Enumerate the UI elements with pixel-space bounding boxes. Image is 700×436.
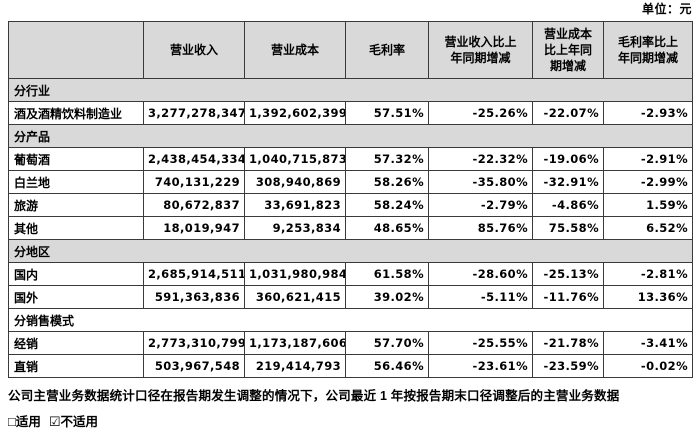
not-applicable-label: 不适用	[60, 415, 99, 429]
header-cost-yoy: 营业成本 比上年同 期增减	[532, 21, 604, 79]
row-tourism: 旅游 80,672,837 33,691,823 58.24% -2.79% -…	[8, 193, 693, 217]
header-cost: 营业成本	[244, 21, 346, 79]
applicable-option: □适用	[8, 414, 41, 429]
cost-yoy-cell: -32.91%	[532, 170, 604, 194]
row-other: 其他 18,019,947 9,253,834 48.65% 85.76% 75…	[8, 216, 693, 240]
margin-yoy-cell: 6.52%	[603, 216, 693, 240]
revenue-cell: 591,363,836	[143, 285, 245, 309]
margin-yoy-cell: -0.02%	[603, 354, 693, 378]
header-revenue-yoy: 营业收入比上 年同期增减	[428, 21, 533, 79]
cost-cell: 1,040,715,873	[244, 147, 346, 171]
revenue-yoy-cell: -25.26%	[428, 101, 533, 125]
header-blank-cell	[8, 21, 144, 79]
cost-cell: 1,173,187,606	[244, 331, 346, 355]
checked-checkbox-icon: ☑	[48, 414, 61, 429]
applicability-row: □适用 ☑不适用	[8, 414, 692, 430]
adjustment-note: 公司主营业务数据统计口径在报告期发生调整的情况下，公司最近 1 年按报告期末口径…	[8, 389, 620, 403]
section-row-by-region: 分地区	[8, 239, 693, 263]
applicable-label: 适用	[15, 415, 41, 429]
unit-label: 单位：元	[641, 2, 692, 16]
section-label: 分产品	[8, 124, 693, 148]
revenue-yoy-cell: -28.60%	[428, 262, 533, 286]
row-label: 其他	[8, 216, 144, 240]
revenue-yoy-cell: -23.61%	[428, 354, 533, 378]
cost-yoy-cell: -19.06%	[532, 147, 604, 171]
cost-cell: 1,031,980,984	[244, 262, 346, 286]
section-row-by-product: 分产品	[8, 124, 693, 148]
row-label: 国内	[8, 262, 144, 286]
margin-cell: 57.70%	[345, 331, 429, 355]
margin-cell: 56.46%	[345, 354, 429, 378]
cost-yoy-cell: 75.58%	[532, 216, 604, 240]
revenue-yoy-cell: -5.11%	[428, 285, 533, 309]
section-label: 分地区	[8, 239, 693, 263]
revenue-cell: 80,672,837	[143, 193, 245, 217]
revenue-cell: 740,131,229	[143, 170, 245, 194]
margin-yoy-cell: -3.41%	[603, 331, 693, 355]
revenue-cell: 3,277,278,347	[143, 101, 245, 125]
cost-cell: 1,392,602,399	[244, 101, 346, 125]
row-distribution: 经销 2,773,310,799 1,173,187,606 57.70% -2…	[8, 331, 693, 355]
cost-yoy-cell: -21.78%	[532, 331, 604, 355]
margin-yoy-cell: -2.81%	[603, 262, 693, 286]
revenue-cell: 503,967,548	[143, 354, 245, 378]
main-business-data-table: 营业收入 营业成本 毛利率 营业收入比上 年同期增减 营业成本 比上年同 期增减…	[8, 21, 693, 378]
row-label: 酒及酒精饮料制造业	[8, 101, 144, 125]
row-label: 葡萄酒	[8, 147, 144, 171]
revenue-cell: 18,019,947	[143, 216, 245, 240]
margin-cell: 57.32%	[345, 147, 429, 171]
not-applicable-option: ☑不适用	[48, 414, 99, 429]
cost-cell: 360,621,415	[244, 285, 346, 309]
margin-yoy-cell: -2.93%	[603, 101, 693, 125]
revenue-yoy-cell: -22.32%	[428, 147, 533, 171]
cost-yoy-cell: -22.07%	[532, 101, 604, 125]
cost-cell: 219,414,793	[244, 354, 346, 378]
margin-yoy-cell: -2.91%	[603, 147, 693, 171]
margin-cell: 58.26%	[345, 170, 429, 194]
header-row: 营业收入 营业成本 毛利率 营业收入比上 年同期增减 营业成本 比上年同 期增减…	[8, 21, 693, 79]
revenue-yoy-cell: -35.80%	[428, 170, 533, 194]
cost-yoy-cell: -25.13%	[532, 262, 604, 286]
margin-cell: 61.58%	[345, 262, 429, 286]
margin-cell: 39.02%	[345, 285, 429, 309]
section-row-by-industry: 分行业	[8, 78, 693, 102]
row-label: 直销	[8, 354, 144, 378]
row-liquor-manufacturing: 酒及酒精饮料制造业 3,277,278,347 1,392,602,399 57…	[8, 101, 693, 125]
unchecked-checkbox-icon: □	[8, 414, 16, 429]
revenue-yoy-cell: 85.76%	[428, 216, 533, 240]
revenue-cell: 2,685,914,511	[143, 262, 245, 286]
row-label: 经销	[8, 331, 144, 355]
cost-cell: 308,940,869	[244, 170, 346, 194]
section-label: 分行业	[8, 78, 693, 102]
cost-yoy-cell: -23.59%	[532, 354, 604, 378]
header-gross-margin: 毛利率	[345, 21, 429, 79]
cost-yoy-cell: -11.76%	[532, 285, 604, 309]
revenue-cell: 2,438,454,334	[143, 147, 245, 171]
margin-cell: 58.24%	[345, 193, 429, 217]
row-brandy: 白兰地 740,131,229 308,940,869 58.26% -35.8…	[8, 170, 693, 194]
margin-yoy-cell: 13.36%	[603, 285, 693, 309]
cost-cell: 9,253,834	[244, 216, 346, 240]
row-label: 白兰地	[8, 170, 144, 194]
margin-cell: 57.51%	[345, 101, 429, 125]
row-grape-wine: 葡萄酒 2,438,454,334 1,040,715,873 57.32% -…	[8, 147, 693, 171]
cost-yoy-cell: -4.86%	[532, 193, 604, 217]
section-row-by-sales-model: 分销售模式	[8, 308, 693, 332]
section-label: 分销售模式	[8, 308, 693, 332]
margin-yoy-cell: 1.59%	[603, 193, 693, 217]
margin-yoy-cell: -2.99%	[603, 170, 693, 194]
row-label: 国外	[8, 285, 144, 309]
row-overseas: 国外 591,363,836 360,621,415 39.02% -5.11%…	[8, 285, 693, 309]
row-label: 旅游	[8, 193, 144, 217]
revenue-yoy-cell: -25.55%	[428, 331, 533, 355]
header-margin-yoy: 毛利率比上 年同期增减	[603, 21, 693, 79]
header-revenue: 营业收入	[143, 21, 245, 79]
revenue-yoy-cell: -2.79%	[428, 193, 533, 217]
margin-cell: 48.65%	[345, 216, 429, 240]
cost-cell: 33,691,823	[244, 193, 346, 217]
revenue-cell: 2,773,310,799	[143, 331, 245, 355]
row-domestic: 国内 2,685,914,511 1,031,980,984 61.58% -2…	[8, 262, 693, 286]
row-direct-sales: 直销 503,967,548 219,414,793 56.46% -23.61…	[8, 354, 693, 378]
